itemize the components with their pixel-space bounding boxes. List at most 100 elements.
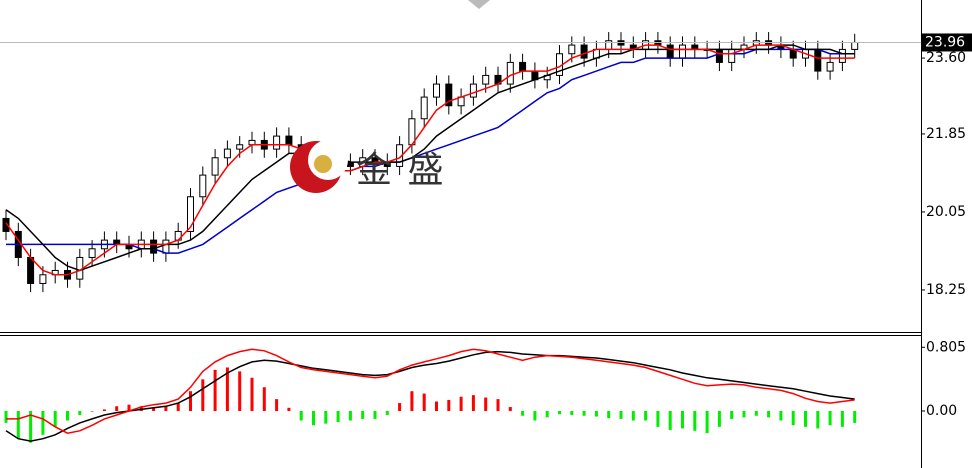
last-price-label: 23.96 (925, 34, 965, 50)
macd-bar (459, 396, 463, 411)
macd-bar (41, 411, 45, 435)
candle-body (285, 135, 293, 146)
y-tick-label: 23.60 (926, 50, 966, 66)
macd-bar (447, 399, 451, 411)
candle-body (39, 274, 47, 284)
macd-bar (558, 411, 561, 415)
macd-bar (312, 411, 315, 426)
macd-bar (545, 411, 549, 418)
macd-bar (102, 409, 106, 411)
candle-body (469, 83, 477, 98)
macd-bar (521, 411, 525, 416)
candle-body (236, 144, 244, 150)
macd-bar (127, 404, 131, 411)
y-tick-label: 0.00 (926, 403, 957, 419)
macd-line (5, 350, 855, 442)
macd-bar (435, 401, 438, 411)
y-tick-label: 18.25 (926, 282, 966, 298)
macd-bar (681, 411, 684, 429)
macd-bar (275, 399, 279, 411)
candle-body (519, 61, 527, 72)
candle-body (162, 239, 170, 254)
macd-bar (139, 406, 143, 411)
macd-bar (853, 411, 857, 423)
macd-bar (631, 411, 635, 421)
macd-bar (287, 407, 291, 411)
macd-bar (570, 411, 574, 415)
macd-bar (656, 411, 660, 427)
macd-bar (668, 411, 672, 430)
moving-average (5, 44, 855, 272)
macd-bar (225, 367, 229, 411)
candle-body (814, 48, 822, 72)
candle-body (445, 83, 453, 107)
macd-bar (644, 411, 648, 421)
macd-bar (767, 411, 771, 418)
macd-bar (693, 411, 697, 431)
macd-bar (705, 411, 709, 434)
macd-bar (398, 403, 402, 411)
macd-bar (754, 411, 758, 416)
candle-body (838, 48, 846, 63)
candle-body (580, 44, 588, 59)
watermark: 金 盛 (290, 140, 445, 193)
moving-average (5, 44, 855, 276)
macd-bar (840, 411, 844, 427)
macd-bar (250, 377, 254, 411)
candle-body (826, 61, 834, 72)
macd-line (6, 348, 855, 434)
macd-bar (152, 407, 156, 411)
candle-body (568, 44, 576, 55)
macd-bar (373, 411, 377, 419)
macd-bar (804, 411, 807, 427)
macd-bar (78, 411, 82, 415)
shift-marker (468, 0, 490, 9)
macd-bar (164, 406, 168, 411)
macd-bar (176, 403, 180, 411)
macd-bar (607, 411, 611, 419)
macd-bar (422, 393, 426, 411)
macd-bar (336, 411, 340, 423)
macd-bar (717, 411, 721, 427)
last-price-box (922, 33, 972, 52)
macd-bar (791, 411, 795, 426)
macd-bar (779, 411, 783, 421)
macd-bar (828, 411, 832, 426)
macd-bar (66, 411, 69, 421)
macd-bar (29, 411, 33, 443)
macd-bar (348, 411, 352, 421)
candle-body (420, 96, 428, 120)
macd-bar (213, 369, 217, 411)
macd-bar (90, 411, 94, 412)
candle-body (211, 157, 219, 176)
macd-bar (496, 399, 500, 411)
watermark-text: 金 盛 (356, 150, 445, 191)
candle-body (666, 44, 674, 59)
macd-bar (619, 411, 623, 419)
candle-body (679, 44, 686, 59)
macd-bar (201, 379, 205, 411)
macd-bar (410, 391, 414, 411)
candle-body (27, 256, 35, 284)
candle-body (715, 48, 723, 63)
candle-body (88, 248, 96, 258)
macd-bar (4, 411, 8, 423)
candle-body (482, 74, 490, 85)
candle-body (728, 48, 736, 63)
macd-bar (816, 411, 820, 429)
candle-body (433, 83, 440, 98)
macd-bar (189, 391, 192, 411)
macd-bar (53, 411, 57, 427)
macd-bar (484, 397, 488, 411)
candle-body (150, 239, 158, 254)
macd-bar (361, 411, 365, 419)
y-tick-label: 20.05 (926, 204, 966, 220)
macd-bar (533, 411, 537, 421)
macd-bar (582, 411, 586, 416)
macd-bar (385, 411, 389, 415)
candle-body (223, 148, 231, 159)
candle-body (199, 174, 207, 198)
macd-bar (16, 411, 20, 439)
macd-bar (324, 411, 328, 424)
macd-bar (730, 411, 734, 419)
